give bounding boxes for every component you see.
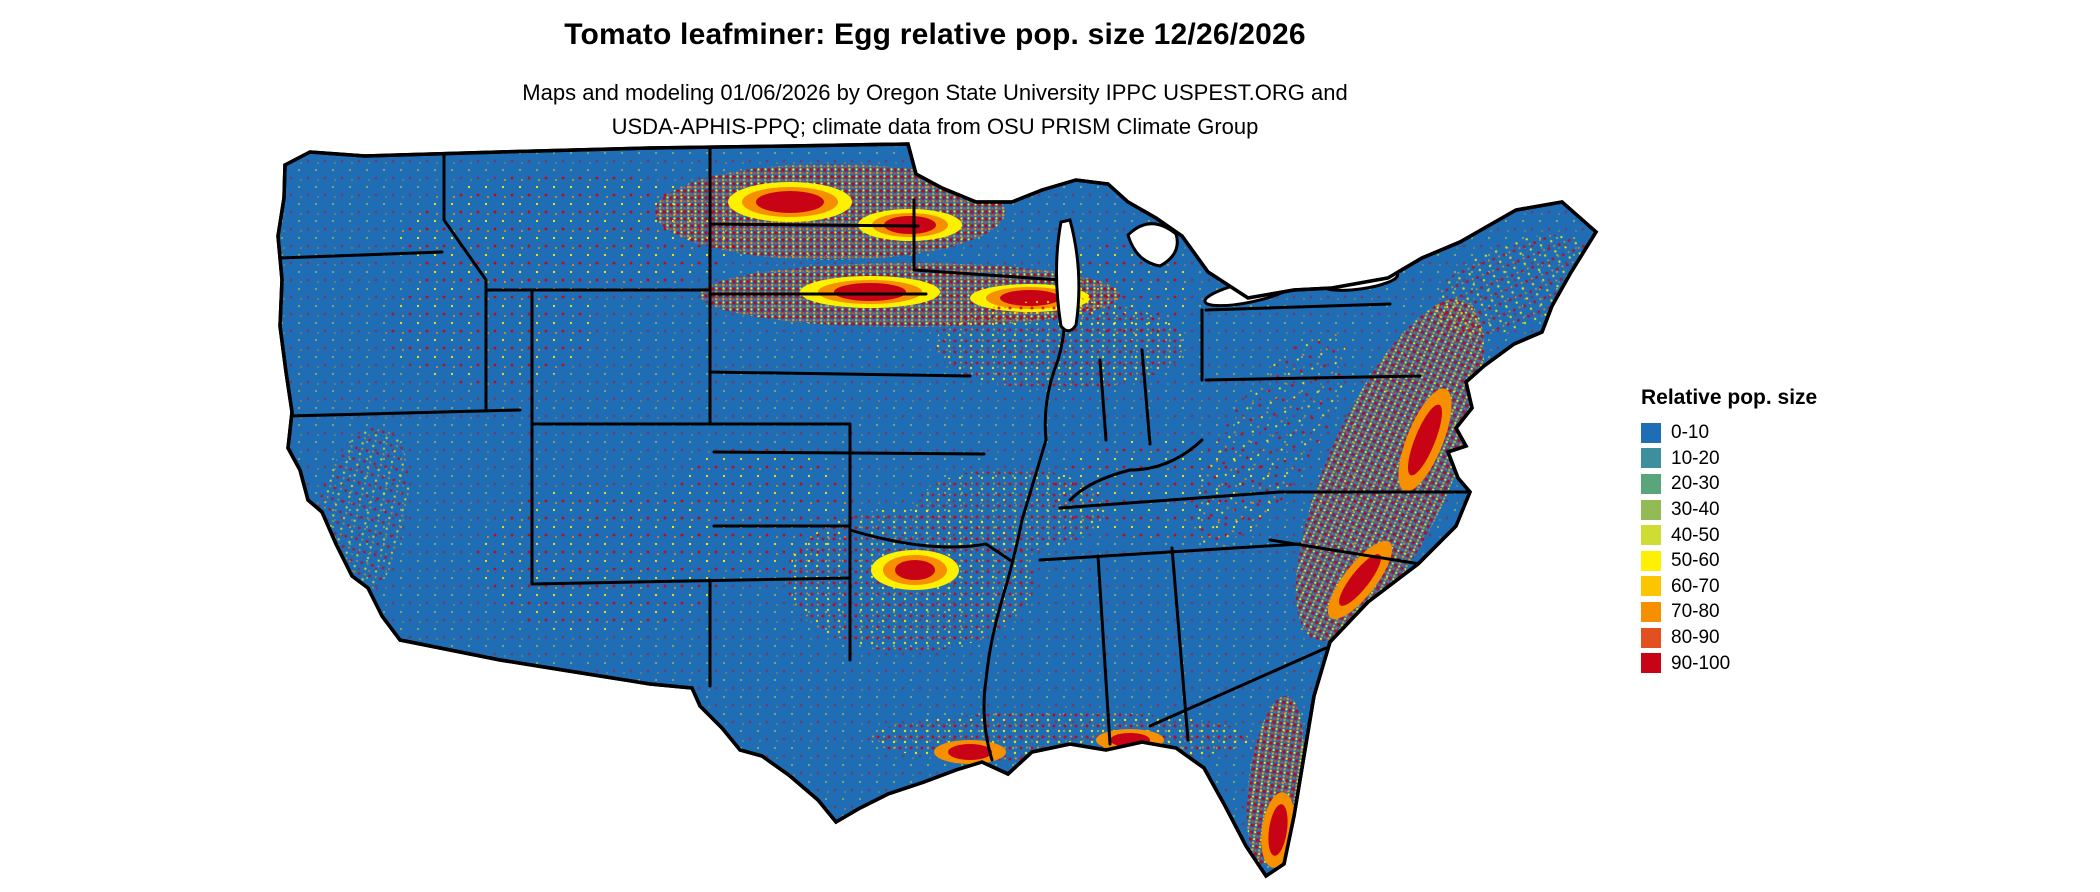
lake-huron — [1126, 222, 1179, 268]
legend-row: 30-40 — [1641, 497, 1817, 523]
legend-bin-label: 70-80 — [1671, 601, 1720, 623]
hot-core-tx — [871, 550, 959, 590]
legend-bin-label: 50-60 — [1671, 550, 1720, 572]
legend-row: 40-50 — [1641, 522, 1817, 548]
legend-row: 70-80 — [1641, 599, 1817, 625]
hot-core-nd — [728, 182, 852, 222]
legend-row: 0-10 — [1641, 420, 1817, 446]
state-borders — [278, 144, 1472, 762]
legend-bin-label: 10-20 — [1671, 447, 1720, 469]
legend-row: 20-30 — [1641, 471, 1817, 497]
hot-core-east — [1327, 388, 1452, 620]
subtitle-line-2: USDA-APHIS-PPQ; climate data from OSU PR… — [611, 114, 1259, 140]
page-subtitle: Maps and modeling 01/06/2026 by Oregon S… — [0, 76, 1870, 144]
legend-bin-label: 0-10 — [1671, 422, 1710, 444]
legend-bin-label: 40-50 — [1671, 524, 1720, 546]
us-map — [270, 140, 1600, 890]
legend-color-swatch — [1641, 422, 1661, 443]
legend-color-swatch — [1641, 473, 1661, 494]
page-title: Tomato leafminer: Egg relative pop. size… — [564, 18, 1306, 51]
legend-bin-label: 90-100 — [1671, 652, 1731, 674]
lake-michigan — [1055, 218, 1081, 333]
legend-row: 10-20 — [1641, 446, 1817, 472]
legend-color-swatch — [1641, 601, 1661, 622]
legend-items: 0-10 10-20 20-30 30-40 — [1641, 420, 1817, 676]
legend-bin-label: 80-90 — [1671, 627, 1720, 649]
legend-bin-label: 20-30 — [1671, 473, 1720, 495]
legend-row: 80-90 — [1641, 625, 1817, 651]
legend-color-swatch — [1641, 653, 1661, 674]
legend-color-swatch — [1641, 550, 1661, 571]
legend-color-swatch — [1641, 525, 1661, 546]
legend-row: 60-70 — [1641, 574, 1817, 600]
legend-row: 90-100 — [1641, 650, 1817, 676]
legend-bin-label: 30-40 — [1671, 499, 1720, 521]
us-map-svg — [276, 142, 1598, 878]
legend-color-swatch — [1641, 576, 1661, 597]
legend-row: 50-60 — [1641, 548, 1817, 574]
legend-bin-label: 60-70 — [1671, 575, 1720, 597]
legend-color-swatch — [1641, 627, 1661, 648]
subtitle-line-1: Maps and modeling 01/06/2026 by Oregon S… — [522, 80, 1348, 105]
legend-color-swatch — [1641, 448, 1661, 469]
legend-color-swatch — [1641, 499, 1661, 520]
legend-title: Relative pop. size — [1641, 386, 1818, 409]
legend: Relative pop. size 0-10 10-20 20-30 — [1641, 386, 1817, 676]
